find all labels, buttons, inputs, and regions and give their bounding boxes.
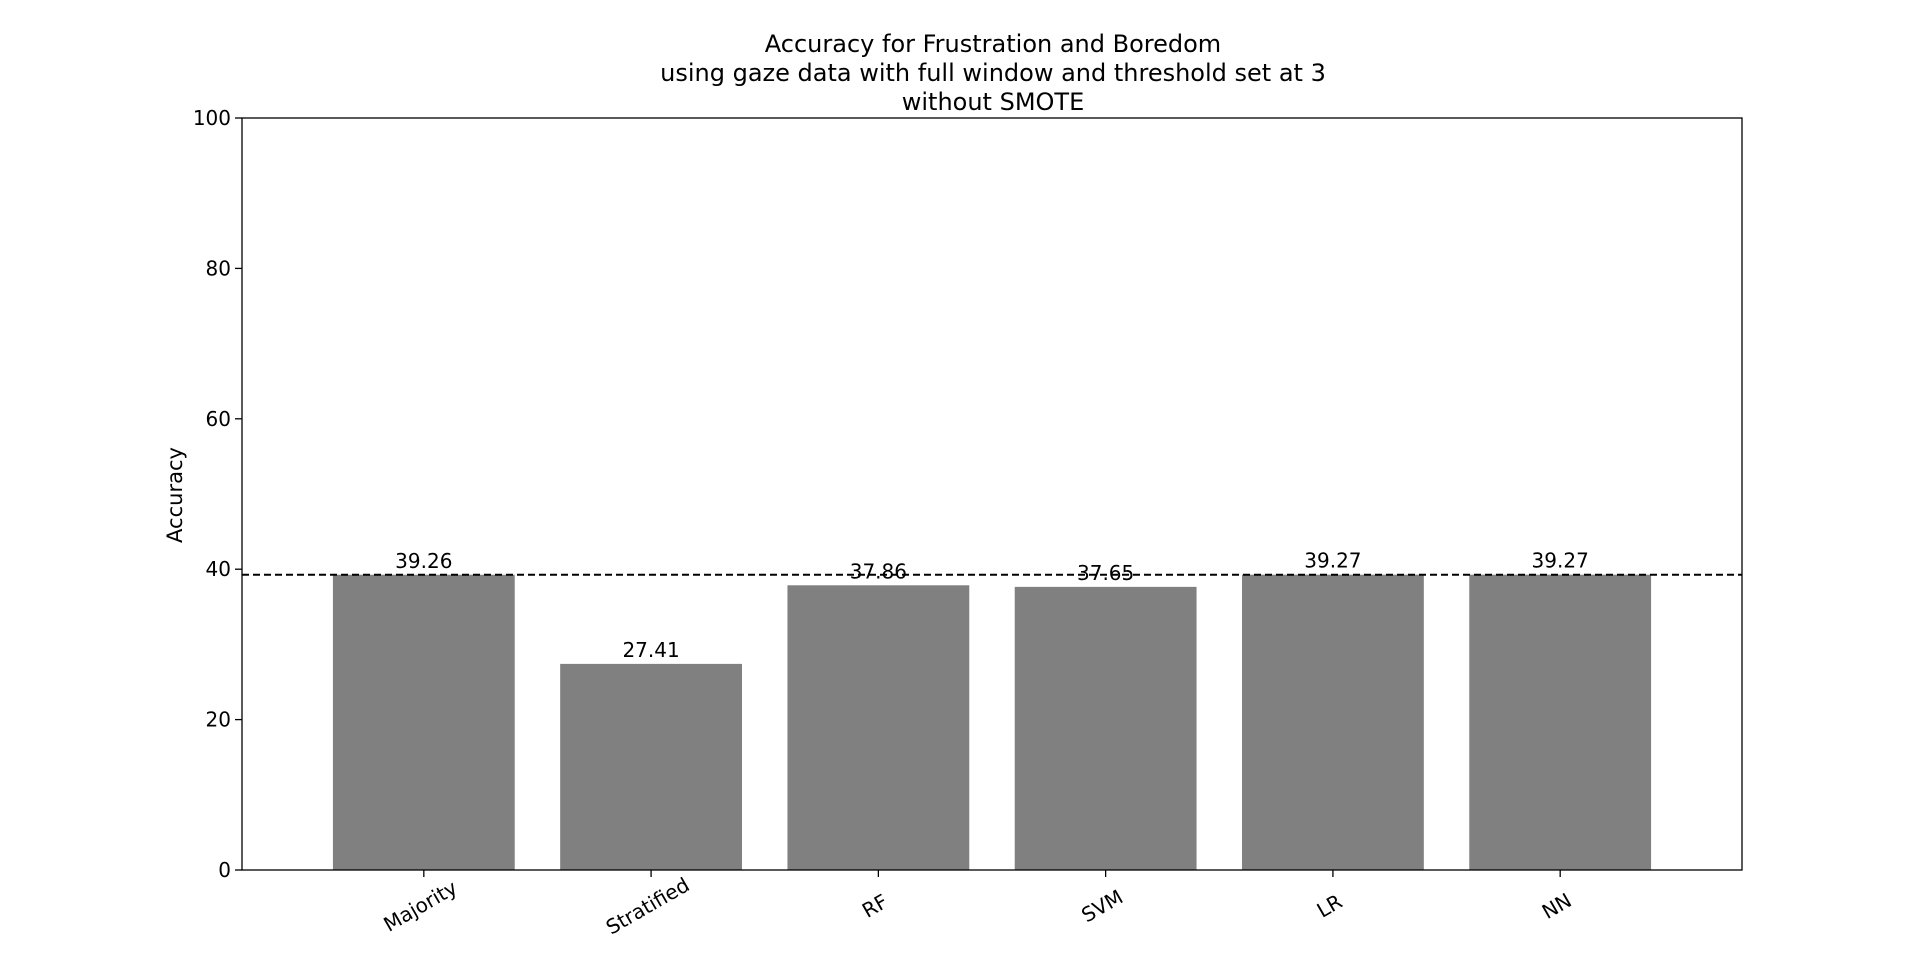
data-label-stratified: 27.41 [622, 638, 679, 662]
data-label-rf: 37.86 [850, 559, 907, 583]
bar-svm [1014, 586, 1197, 870]
x-tick-label-svm: SVM [1077, 885, 1127, 928]
y-tick-label-80: 80 [206, 256, 231, 280]
chart-title: Accuracy for Frustration and Boredom usi… [660, 30, 1326, 116]
y-tick-label-100: 100 [193, 106, 231, 130]
bar-majority [332, 574, 515, 870]
chart-title-line-1: Accuracy for Frustration and Boredom [765, 30, 1221, 58]
data-label-lr: 39.27 [1304, 549, 1361, 573]
bar-stratified [560, 663, 742, 870]
x-tick-label-majority: Majority [379, 875, 461, 936]
y-tick-label-0: 0 [218, 858, 231, 882]
y-tick-label-40: 40 [206, 557, 231, 581]
plot-frame [241, 117, 1743, 871]
chart-title-line-2: using gaze data with full window and thr… [660, 59, 1326, 87]
plot-area: 39.26 27.41 37.86 37.65 39.27 39.27 0 20 40 60 80 1… [193, 106, 1743, 940]
x-tick-label-rf: RF [858, 889, 892, 922]
bar-rf [787, 585, 970, 870]
y-tick-label-60: 60 [206, 407, 231, 431]
x-tick-label-lr: LR [1313, 889, 1347, 922]
data-label-nn: 39.27 [1532, 549, 1589, 573]
data-label-svm: 37.65 [1077, 561, 1134, 585]
y-tick-label-20: 20 [206, 708, 231, 732]
x-tick-label-nn: NN [1538, 888, 1576, 924]
x-tick-label-stratified: Stratified [602, 873, 694, 940]
bar-lr [1242, 574, 1424, 870]
data-label-majority: 39.26 [395, 549, 452, 573]
chart-title-line-3: without SMOTE [902, 88, 1085, 116]
bar-nn [1469, 574, 1652, 870]
y-axis-label: Accuracy [163, 447, 187, 543]
